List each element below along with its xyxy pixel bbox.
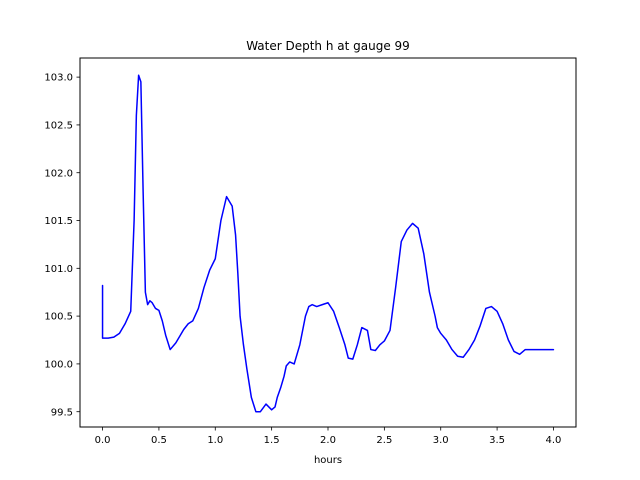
x-axis-ticks: 0.0 0.5 1.0 1.5 2.0 2.5 3.0 3.5 4.0 xyxy=(95,427,562,446)
chart-title: Water Depth h at gauge 99 xyxy=(246,39,410,53)
x-tick-label: 1.0 xyxy=(207,435,223,446)
x-tick-label: 0.0 xyxy=(95,435,111,446)
x-tick-label: 3.5 xyxy=(489,435,505,446)
y-tick-label: 102.5 xyxy=(44,121,73,132)
y-tick-label: 101.5 xyxy=(44,216,73,227)
y-tick-label: 100.0 xyxy=(44,360,73,371)
y-tick-label: 100.5 xyxy=(44,312,73,323)
x-tick-label: 0.5 xyxy=(151,435,167,446)
y-tick-label: 102.0 xyxy=(44,168,73,179)
x-tick-label: 4.0 xyxy=(546,435,562,446)
x-tick-label: 3.0 xyxy=(433,435,449,446)
series-line-0 xyxy=(101,74,555,413)
y-tick-label: 103.0 xyxy=(44,73,73,84)
y-tick-label: 99.5 xyxy=(51,407,73,418)
x-tick-label: 2.0 xyxy=(320,435,336,446)
y-axis-ticks: 99.5 100.0 100.5 101.0 101.5 102.0 102.5 103.0 xyxy=(44,73,80,418)
x-axis-label: hours xyxy=(314,455,342,466)
x-tick-label: 1.5 xyxy=(264,435,280,446)
y-tick-label: 101.0 xyxy=(44,264,73,275)
x-tick-label: 2.5 xyxy=(376,435,392,446)
series-layer xyxy=(101,74,555,413)
plot-area xyxy=(80,58,576,427)
